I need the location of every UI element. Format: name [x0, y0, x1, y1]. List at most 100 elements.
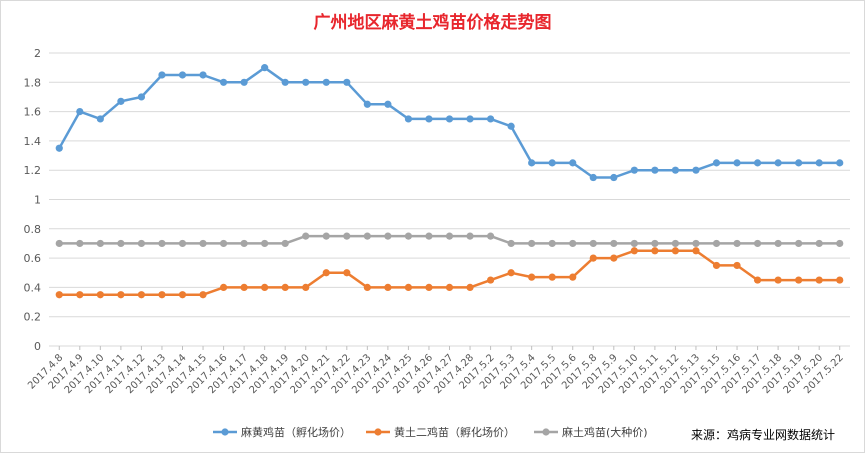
- data-point: [322, 269, 330, 277]
- data-point: [569, 159, 577, 167]
- data-point: [363, 283, 371, 291]
- data-point: [199, 239, 207, 248]
- source-note: 来源：鸡病专业网数据统计: [690, 428, 835, 442]
- data-point: [753, 276, 762, 284]
- series-line: [58, 66, 840, 179]
- data-point: [219, 239, 228, 248]
- data-point: [117, 239, 125, 248]
- data-point: [507, 239, 515, 248]
- legend-marker: [221, 428, 229, 436]
- data-point: [610, 254, 618, 262]
- data-point: [96, 115, 104, 123]
- data-point: [219, 78, 228, 86]
- data-point: [528, 273, 536, 281]
- data-point: [343, 269, 351, 277]
- legend-marker: [374, 428, 382, 436]
- data-point: [445, 232, 454, 240]
- data-point: [692, 239, 700, 248]
- y-tick-label: 1: [34, 194, 41, 207]
- data-point: [836, 276, 844, 284]
- data-point: [240, 78, 248, 86]
- data-point: [425, 232, 433, 240]
- data-point: [363, 232, 371, 240]
- data-point: [137, 93, 146, 101]
- data-point: [548, 239, 556, 248]
- data-point: [199, 291, 207, 299]
- data-point: [466, 232, 474, 240]
- data-point: [528, 159, 536, 167]
- data-point: [548, 159, 556, 167]
- data-point: [692, 166, 700, 174]
- data-point: [178, 291, 187, 299]
- data-point: [651, 247, 659, 255]
- legend-label: 麻黄鸡苗（孵化场价）: [241, 425, 351, 439]
- data-point: [117, 291, 125, 299]
- data-point: [569, 239, 577, 248]
- data-point: [302, 78, 310, 86]
- data-point: [569, 273, 577, 281]
- data-point: [240, 283, 248, 291]
- data-point: [610, 173, 618, 182]
- data-point: [261, 239, 269, 248]
- data-point: [96, 291, 104, 299]
- data-point: [589, 254, 597, 262]
- data-point: [384, 100, 392, 108]
- data-point: [548, 273, 556, 281]
- y-axis: 0 0.2 0.4 0.6 0.8 1 1.2 1.4 1.6 1.8 2: [24, 47, 42, 353]
- data-point: [158, 239, 166, 248]
- legend: 麻黄鸡苗（孵化场价） 黄土二鸡苗（孵化场价） 麻土鸡苗(大种价): [213, 425, 648, 439]
- y-tick-label: 0.4: [24, 281, 42, 294]
- data-point: [404, 232, 413, 240]
- data-point: [219, 283, 228, 291]
- legend-marker: [542, 428, 550, 436]
- data-point: [651, 166, 659, 174]
- data-point: [753, 239, 762, 248]
- y-tick-label: 0.6: [24, 252, 42, 265]
- data-point: [261, 283, 269, 291]
- data-point: [322, 78, 330, 86]
- data-point: [795, 239, 803, 248]
- data-point: [281, 239, 289, 248]
- data-point: [261, 64, 269, 72]
- data-point: [630, 239, 638, 248]
- chart-title: 广州地区麻黄土鸡苗价格走势图: [313, 13, 552, 33]
- data-point: [363, 100, 371, 108]
- data-point: [630, 166, 638, 174]
- data-point: [240, 239, 248, 248]
- data-point: [486, 232, 495, 240]
- data-point: [445, 283, 454, 291]
- y-tick-label: 0.2: [24, 311, 42, 324]
- y-tick-label: 0: [34, 340, 41, 353]
- data-point: [733, 261, 741, 270]
- data-point: [158, 71, 166, 79]
- data-point: [712, 261, 721, 270]
- data-point: [158, 291, 166, 299]
- data-point: [425, 115, 433, 123]
- data-point: [486, 115, 495, 123]
- data-point: [774, 276, 782, 284]
- data-point: [528, 239, 536, 248]
- data-point: [281, 78, 289, 86]
- series-layer: [55, 64, 844, 299]
- data-point: [322, 232, 330, 240]
- data-point: [795, 276, 803, 284]
- data-point: [712, 239, 721, 248]
- data-point: [343, 78, 351, 86]
- data-point: [692, 247, 700, 255]
- data-point: [815, 159, 823, 167]
- data-point: [774, 239, 782, 248]
- data-point: [96, 239, 104, 248]
- data-point: [651, 239, 659, 248]
- legend-label: 黄土二鸡苗（孵化场价）: [394, 425, 515, 439]
- data-point: [836, 159, 844, 167]
- data-point: [712, 159, 721, 167]
- data-point: [137, 291, 146, 299]
- data-point: [384, 283, 392, 291]
- data-point: [117, 97, 125, 105]
- data-point: [302, 232, 310, 240]
- data-point: [137, 239, 146, 248]
- data-point: [486, 276, 495, 284]
- data-point: [76, 239, 84, 248]
- data-point: [343, 232, 351, 240]
